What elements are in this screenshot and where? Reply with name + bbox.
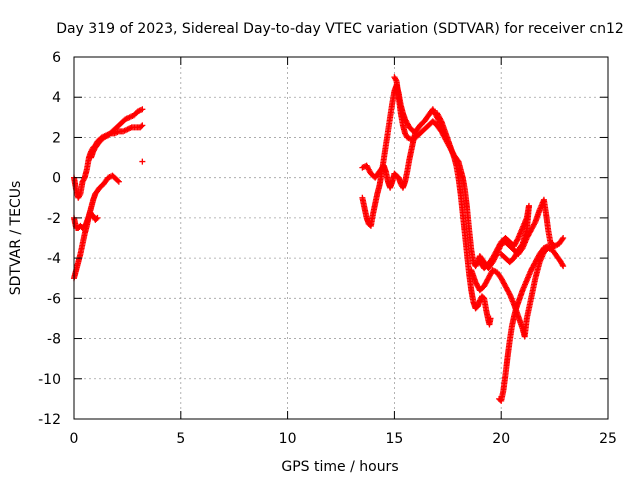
data-point [549,245,556,252]
data-point [506,289,513,296]
x-tick-label: 10 [279,431,297,447]
x-tick-label: 5 [176,431,185,447]
data-point [498,251,505,258]
y-tick-label: -12 [38,412,61,428]
data-point [139,122,146,129]
y-tick-label: 6 [52,50,61,66]
y-tick-label: -6 [47,291,61,307]
x-tick-label: 25 [599,431,617,447]
plot-frame [73,56,609,420]
data-point [139,158,146,165]
data-points [71,74,567,404]
data-point [114,177,121,184]
data-point [560,263,567,270]
x-axis-label: GPS time / hours [281,459,398,475]
data-point [559,261,566,268]
x-tick-label: 0 [70,431,79,447]
y-tick-label: 2 [52,130,61,146]
axis-ticks: 0 5 10 15 20 25 -12 -10 -8 -6 -4 -2 0 2 4 6 [38,50,617,447]
data-point [80,176,87,183]
data-point [76,192,83,199]
data-point [115,178,122,185]
y-tick-label: -8 [47,332,61,348]
data-point [514,236,521,243]
y-tick-label: 4 [52,90,61,106]
data-point [138,123,145,130]
y-axis-label: SDTVAR / TECUs [8,181,24,296]
data-point [392,76,399,83]
y-tick-label: 0 [52,171,61,187]
data-point [499,252,506,259]
chart-title: Day 319 of 2023, Sidereal Day-to-day VTE… [56,21,624,37]
y-tick-label: -4 [47,251,61,267]
data-point [560,235,567,241]
grid-lines [74,57,608,419]
data-point [139,106,146,113]
y-tick-label: -10 [38,372,61,388]
data-point [437,117,444,124]
x-tick-label: 15 [385,431,403,447]
data-point [93,215,100,222]
data-point [559,236,566,243]
data-point [531,220,538,227]
data-point [487,315,494,322]
x-tick-label: 20 [492,431,510,447]
y-tick-label: -2 [47,211,61,227]
data-point [94,214,101,221]
